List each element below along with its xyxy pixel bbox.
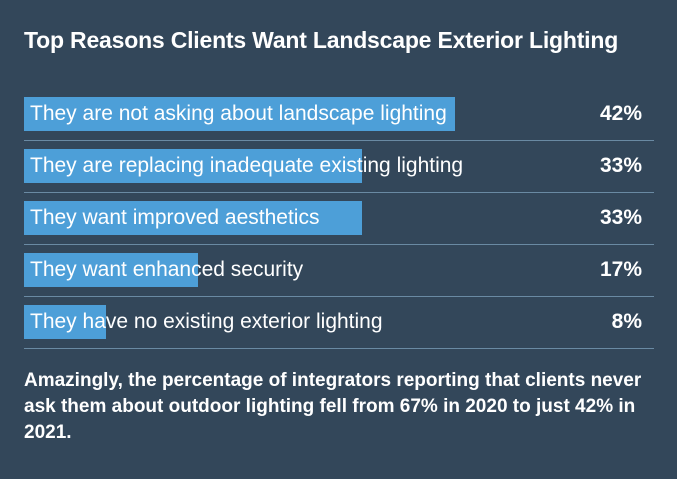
chart-title: Top Reasons Clients Want Landscape Exter… (24, 27, 619, 53)
bar (24, 253, 198, 287)
row-divider (24, 192, 654, 193)
bar-label: They want enhanced security (30, 258, 304, 281)
chart-note: Amazingly, the percentage of integrators… (24, 370, 642, 443)
bar (24, 201, 362, 235)
bar-value-label: 8% (611, 310, 642, 333)
bar-value-label: 17% (599, 258, 642, 281)
bar-label: They want improved aesthetics (30, 206, 320, 229)
bar (24, 97, 455, 131)
bar-chart: They are not asking about landscape ligh… (24, 89, 654, 351)
bar (24, 149, 362, 183)
bar-row: They want improved aesthetics 33% (24, 193, 654, 245)
bar-value-label: 33% (599, 206, 642, 229)
bar-row: They want enhanced security 17% (24, 245, 654, 297)
bar (24, 305, 106, 339)
bar-row: They are replacing inadequate existing l… (24, 141, 654, 193)
row-divider (24, 244, 654, 245)
bar-label: They are replacing inadequate existing l… (30, 154, 464, 177)
bar-value-label: 42% (599, 102, 642, 125)
bar-row: They are not asking about landscape ligh… (24, 89, 654, 141)
row-divider (24, 348, 654, 349)
bar-label: They are not asking about landscape ligh… (30, 102, 447, 125)
bar-value-label: 33% (599, 154, 642, 177)
row-divider (24, 296, 654, 297)
row-divider (24, 140, 654, 141)
bar-row: They have no existing exterior lighting 8… (24, 297, 654, 349)
bar-label: They have no existing exterior lighting (30, 310, 383, 333)
